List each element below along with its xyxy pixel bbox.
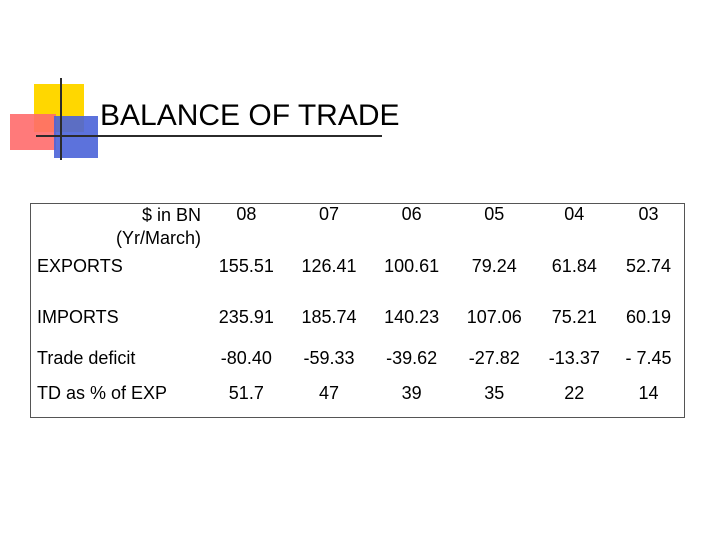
decor-vertical-line — [60, 78, 62, 160]
table-cell: 51.7 — [228, 383, 264, 403]
header-unit-line1: $ in BN — [141, 205, 201, 225]
table-row-imports: IMPORTS 235.91 185.74 140.23 107.06 75.2… — [31, 307, 685, 348]
table-cell: -27.82 — [468, 348, 520, 368]
row-label: EXPORTS — [37, 256, 123, 276]
balance-of-trade-table: $ in BN (Yr/March) 08 07 06 05 04 03 EXP… — [30, 203, 685, 418]
table-row-exports: EXPORTS 155.51 126.41 100.61 79.24 61.84… — [31, 256, 685, 307]
year-header: 05 — [484, 204, 505, 224]
table-row-td-percent: TD as % of EXP 51.7 47 39 35 22 14 — [31, 383, 685, 418]
table-cell: 61.84 — [551, 256, 597, 276]
table-cell: 140.23 — [384, 307, 440, 327]
table-header-row: $ in BN (Yr/March) 08 07 06 05 04 03 — [31, 204, 685, 257]
table-cell: 185.74 — [301, 307, 357, 327]
table-cell: 75.21 — [551, 307, 597, 327]
row-label: Trade deficit — [37, 348, 136, 368]
table-row-trade-deficit: Trade deficit -80.40 -59.33 -39.62 -27.8… — [31, 348, 685, 383]
table-cell: - 7.45 — [625, 348, 672, 368]
table-cell: 155.51 — [218, 256, 274, 276]
table-cell: 235.91 — [218, 307, 274, 327]
table-cell: -80.40 — [220, 348, 272, 368]
table-cell: 35 — [484, 383, 505, 403]
year-header: 03 — [638, 204, 659, 224]
row-label: IMPORTS — [37, 307, 119, 327]
table-cell: 22 — [564, 383, 585, 403]
decor-red-square — [10, 114, 56, 150]
year-header: 04 — [564, 204, 585, 224]
table-cell: 60.19 — [625, 307, 672, 327]
table-cell: -59.33 — [303, 348, 355, 368]
table-cell: 100.61 — [384, 256, 440, 276]
row-label: TD as % of EXP — [37, 383, 168, 403]
table-cell: 126.41 — [301, 256, 357, 276]
table-cell: -39.62 — [386, 348, 438, 368]
title-underline — [36, 135, 382, 137]
table-cell: -13.37 — [548, 348, 600, 368]
table-cell: 47 — [318, 383, 339, 403]
table-cell: 14 — [638, 383, 659, 403]
header-unit-label: $ in BN (Yr/March) — [31, 204, 206, 257]
table-cell: 79.24 — [471, 256, 517, 276]
year-header: 07 — [318, 204, 339, 224]
header-unit-line2: (Yr/March) — [116, 228, 201, 248]
slide-title: BALANCE OF TRADE — [100, 99, 400, 132]
table-cell: 107.06 — [466, 307, 522, 327]
year-header: 08 — [236, 204, 257, 224]
year-header: 06 — [401, 204, 422, 224]
table-cell: 39 — [401, 383, 422, 403]
table-cell: 52.74 — [625, 256, 672, 276]
